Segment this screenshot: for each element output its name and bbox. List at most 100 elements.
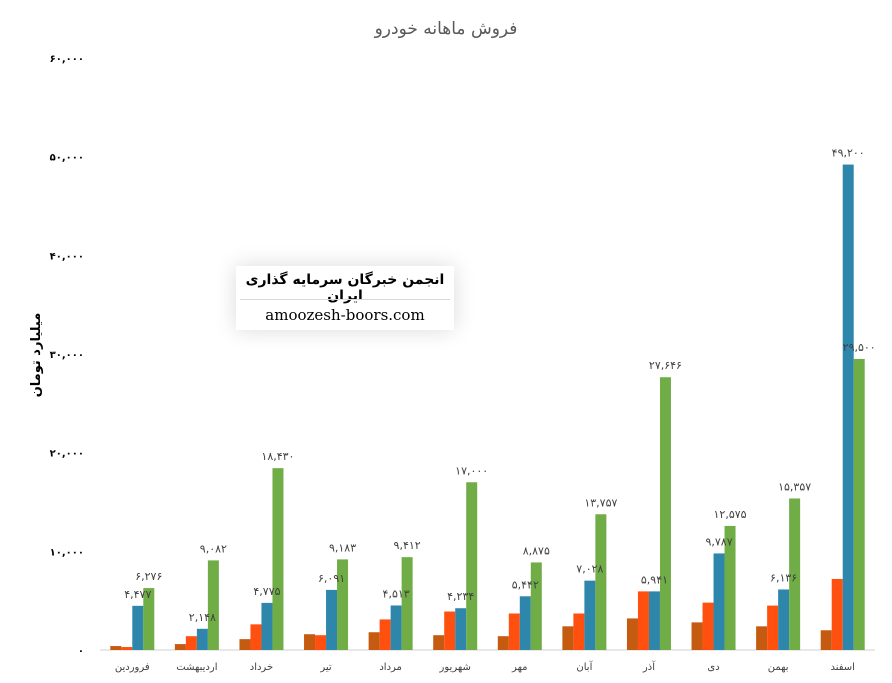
bar (444, 611, 456, 650)
y-tick-label: ۰ (78, 646, 84, 657)
bar (562, 626, 574, 650)
data-label: ۱۳,۷۵۷ (584, 496, 617, 509)
x-tick-label: آبان (576, 660, 593, 673)
bar (842, 164, 854, 650)
bar (831, 578, 843, 650)
x-tick-label: مهر (511, 662, 527, 673)
data-label: ۱۲,۵۷۵ (714, 508, 747, 521)
bar (789, 498, 801, 650)
x-tick-label: فروردین (115, 662, 150, 673)
data-label: ۶,۲۷۶ (135, 570, 162, 583)
watermark-title: انجمن خبرگان سرمایه گذاری ایران (245, 272, 445, 304)
bar (272, 468, 284, 650)
bar (595, 514, 607, 650)
bar (530, 562, 542, 650)
data-label: ۵,۹۴۱ (641, 573, 668, 586)
x-axis-ticks: فروردین اردیبهشت خرداد تیر مرداد شهریور مهر آبا… (115, 660, 855, 673)
watermark-url: amoozesh-boors.com (265, 306, 425, 324)
bar (261, 602, 273, 650)
bar (466, 482, 478, 650)
x-tick-label: دی (707, 662, 719, 673)
y-axis-ticks: ۰ ۱۰,۰۰۰ ۲۰,۰۰۰ ۳۰,۰۰۰ ۴۰,۰۰۰ ۵۰,۰۰۰ ۶۰,۰۰۰ (50, 54, 84, 657)
x-tick-label: بهمن (768, 662, 789, 673)
x-tick-label: تیر (319, 662, 332, 673)
bar (207, 560, 219, 650)
bar (820, 630, 832, 650)
x-tick-label: خرداد (250, 662, 273, 673)
data-label: ۲,۱۴۸ (189, 611, 216, 624)
bar (401, 557, 413, 650)
bar (143, 588, 155, 650)
bar (691, 622, 703, 650)
bar (433, 635, 445, 650)
bar (756, 626, 768, 650)
bar (659, 377, 671, 650)
data-label: ۹,۰۸۲ (200, 542, 227, 555)
bar (767, 605, 779, 650)
watermark: انجمن خبرگان سرمایه گذاری ایران amoozesh… (236, 266, 454, 330)
bar (626, 618, 638, 650)
y-tick-label: ۱۰,۰۰۰ (50, 547, 84, 558)
x-tick-label: اسفند (830, 662, 854, 673)
bar (637, 591, 649, 650)
data-label: ۴۹,۲۰۰ (832, 147, 865, 160)
bar (315, 635, 327, 650)
bar (508, 613, 520, 650)
data-label: ۶,۰۹۱ (318, 572, 345, 585)
x-tick-label: اردیبهشت (176, 662, 217, 673)
y-tick-label: ۳۰,۰۰۰ (50, 350, 84, 361)
bar (110, 646, 122, 650)
bar (648, 591, 660, 650)
bar (250, 624, 262, 650)
x-tick-label: آذر (642, 660, 656, 673)
data-label: ۲۷,۶۴۶ (649, 359, 682, 372)
data-label: ۹,۴۱۲ (394, 539, 421, 552)
bar (368, 632, 380, 650)
bar (853, 358, 865, 650)
data-label: ۱۷,۰۰۰ (455, 464, 488, 477)
x-tick-label: شهریور (439, 662, 471, 673)
bar (390, 605, 402, 650)
data-label: ۱۵,۳۵۷ (778, 480, 811, 493)
bar (174, 644, 186, 650)
bar (379, 619, 391, 650)
data-label: ۴,۲۳۴ (447, 590, 474, 603)
y-tick-label: ۴۰,۰۰۰ (50, 251, 84, 262)
y-tick-label: ۵۰,۰۰۰ (50, 153, 84, 164)
bar (519, 596, 531, 650)
data-label: ۵,۴۴۲ (512, 578, 539, 591)
x-tick-label: مرداد (379, 662, 402, 673)
y-tick-label: ۲۰,۰۰۰ (50, 449, 84, 460)
data-label: ۹,۱۸۳ (329, 541, 356, 554)
bar (337, 559, 349, 650)
bar (239, 639, 251, 650)
bar (778, 589, 790, 650)
bars (110, 164, 865, 650)
bar (584, 580, 596, 650)
data-label: ۴,۴۷۷ (124, 588, 151, 601)
bar (455, 608, 467, 650)
bar (713, 553, 725, 650)
data-labels: ۴,۴۷۷ ۶,۲۷۶ ۲,۱۴۸ ۹,۰۸۲ ۴,۷۷۵ ۱۸,۴۳۰ ۶,۰۹۱ ۹,۱۸… (124, 147, 876, 624)
bar (185, 636, 197, 650)
bar (326, 589, 338, 650)
bar (121, 647, 133, 650)
data-label: ۶,۱۳۶ (770, 571, 797, 584)
data-label: ۴,۵۱۳ (383, 587, 410, 600)
watermark-divider (240, 299, 450, 300)
bar (304, 634, 316, 650)
bar (702, 602, 714, 650)
bar (724, 525, 736, 650)
chart-title: فروش ماهانه خودرو (374, 19, 518, 39)
data-label: ۹,۷۸۷ (705, 535, 732, 548)
y-tick-label: ۶۰,۰۰۰ (50, 54, 84, 65)
data-label: ۷,۰۲۸ (576, 563, 603, 576)
data-label: ۴,۷۷۵ (253, 585, 280, 598)
y-axis-label: میلیارد تومان (29, 313, 44, 398)
bar (132, 605, 144, 650)
bar (573, 613, 585, 650)
bar (196, 628, 208, 650)
bar (497, 636, 509, 650)
data-label: ۱۸,۴۳۰ (261, 450, 294, 463)
